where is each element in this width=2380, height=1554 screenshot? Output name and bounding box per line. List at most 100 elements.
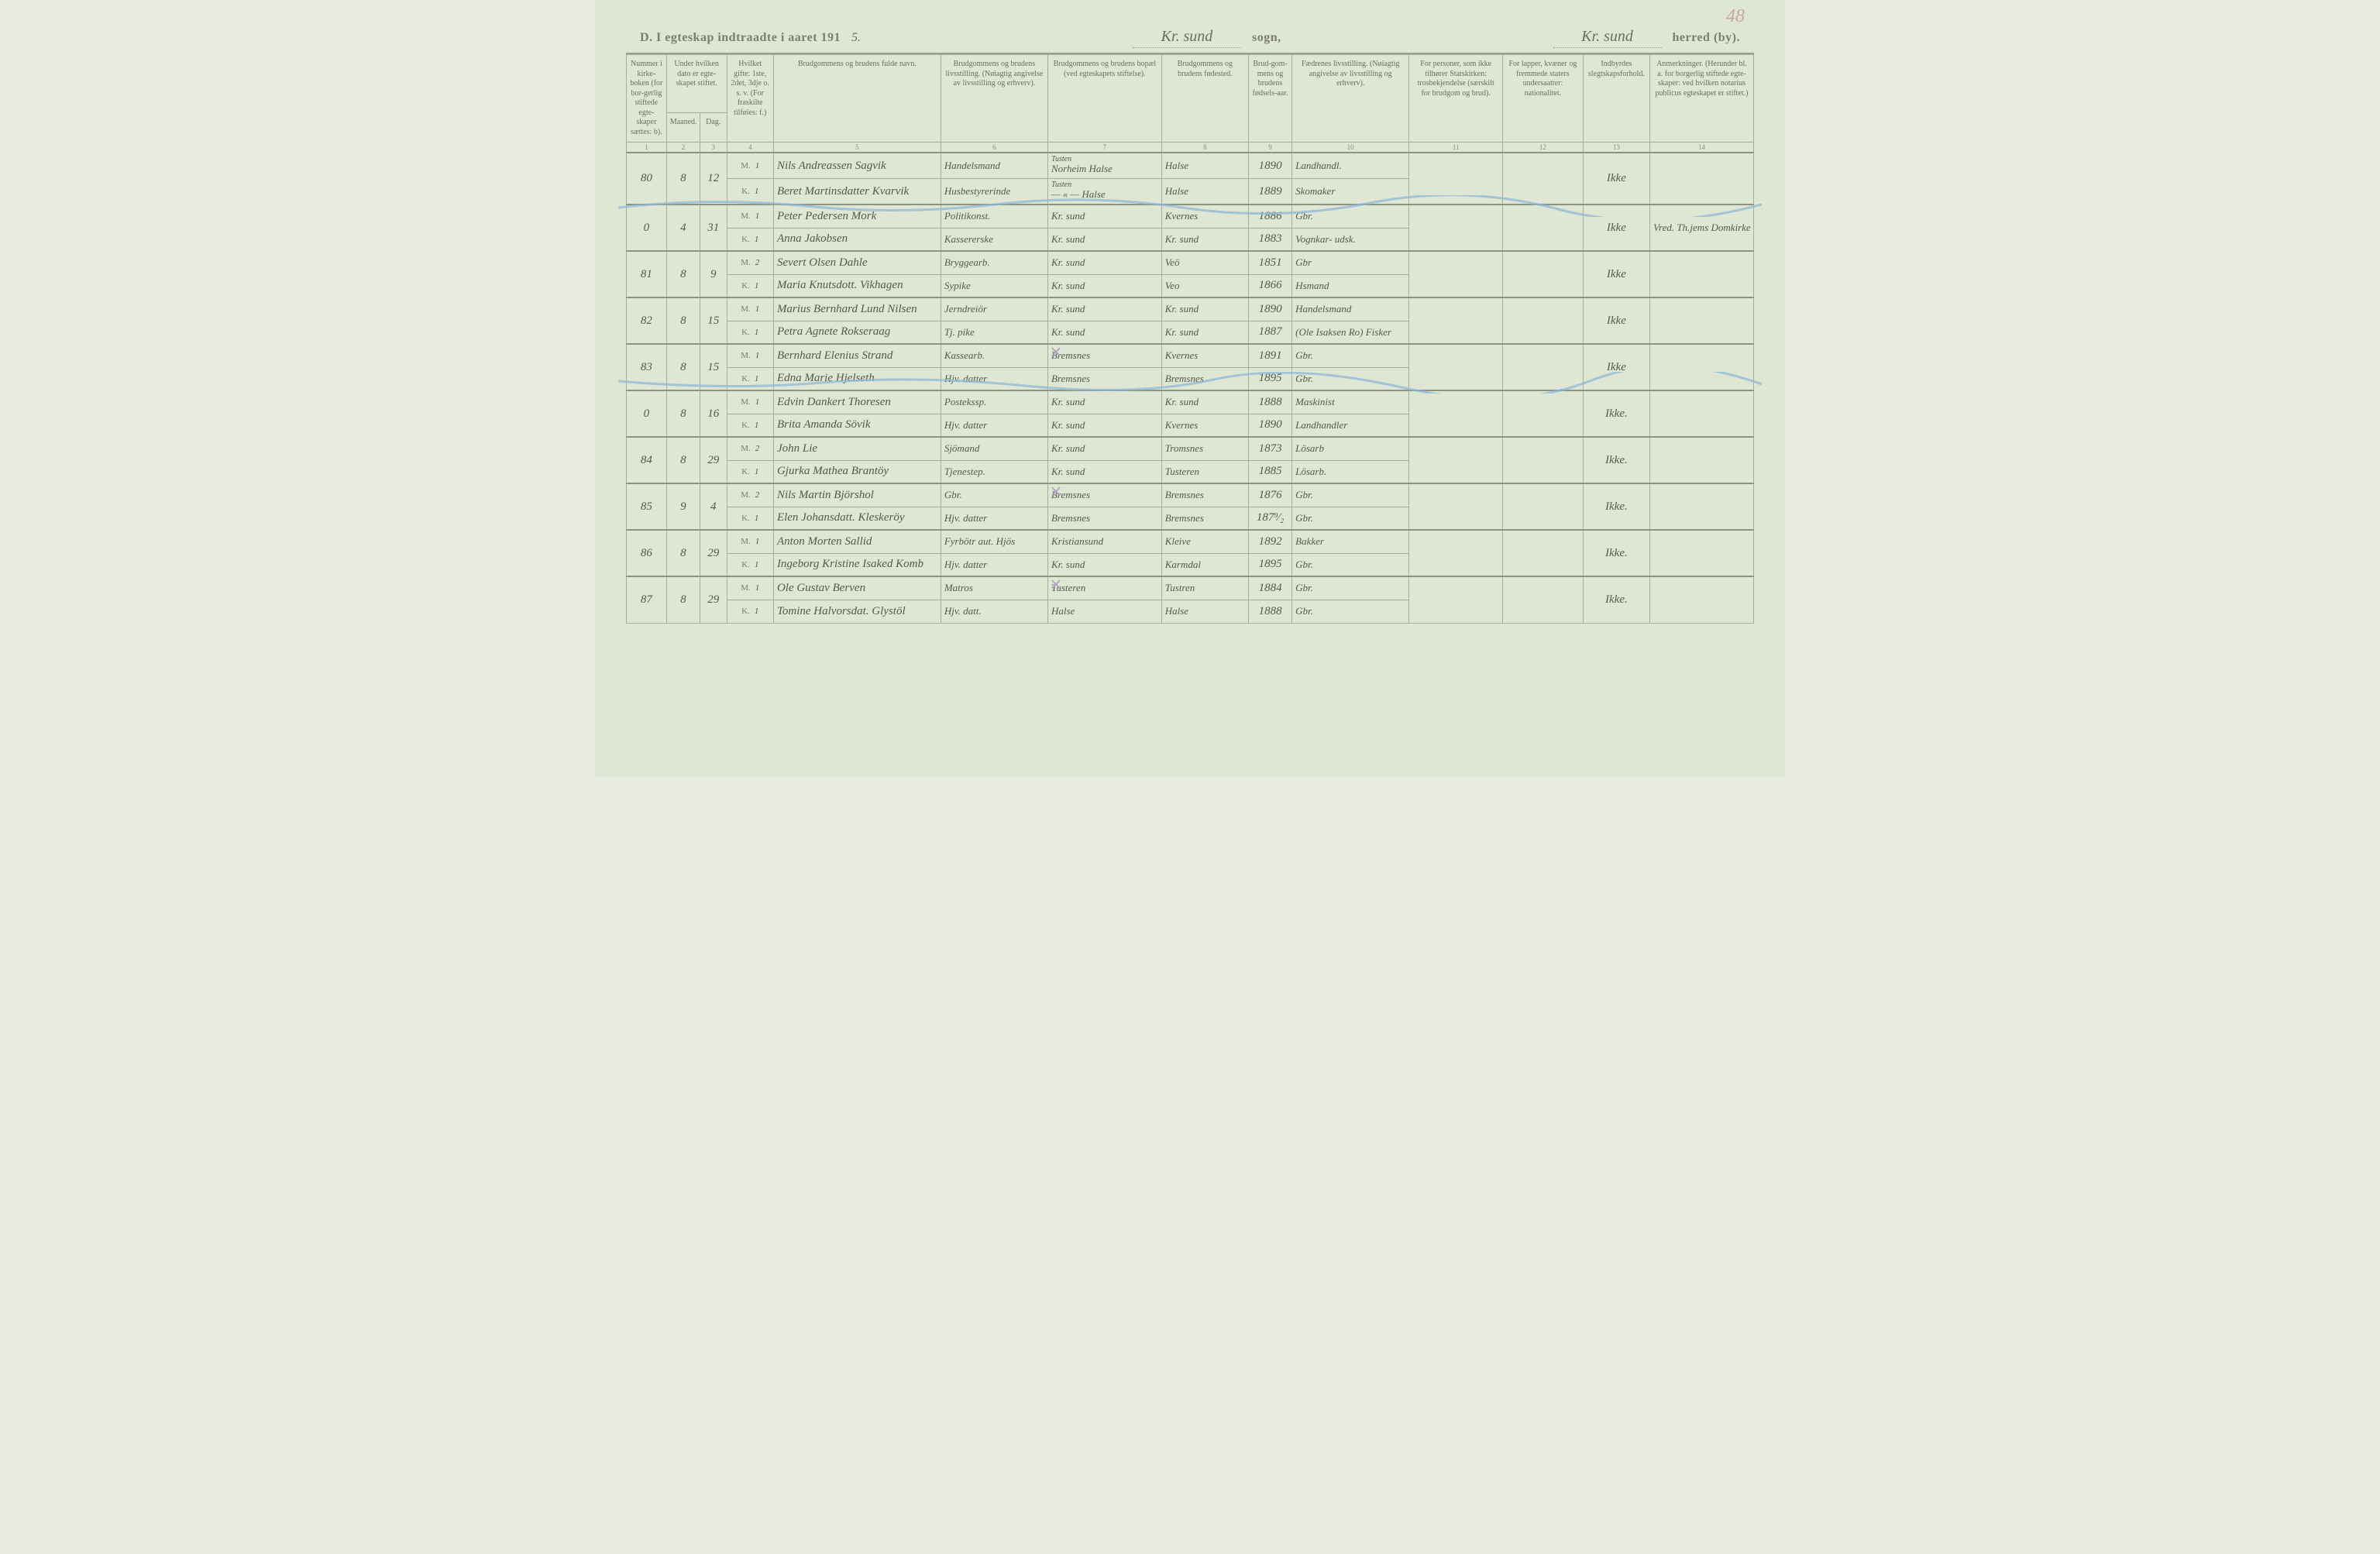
colnum: 6 — [941, 143, 1047, 153]
name: Maria Knutsdott. Vikhagen — [773, 274, 941, 297]
day: 16 — [700, 390, 727, 437]
remarks — [1650, 530, 1754, 576]
occupation: Politikonst. — [941, 205, 1047, 228]
table-row: 8189M.2Severt Olsen DahleBryggearb.Kr. s… — [627, 251, 1754, 274]
father-occ: Lösarb — [1292, 437, 1409, 460]
table-row: 0431M.1Peter Pedersen MorkPolitikonst.Kr… — [627, 205, 1754, 228]
entry-number: 85 — [627, 483, 667, 530]
birthplace: Kleive — [1161, 530, 1248, 553]
father-occ: Gbr. — [1292, 483, 1409, 507]
residence: Halse — [1047, 600, 1161, 623]
confession — [1409, 576, 1503, 623]
colnum: 2 — [666, 143, 700, 153]
birthplace: Veö — [1161, 251, 1248, 274]
birthplace: Kvernes — [1161, 205, 1248, 228]
relationship: Ikke. — [1583, 530, 1649, 576]
residence: Kristiansund — [1047, 530, 1161, 553]
nationality — [1503, 297, 1584, 344]
birthplace: Tustren — [1161, 576, 1248, 600]
colnum: 3 — [700, 143, 727, 153]
day: 29 — [700, 576, 727, 623]
colnum: 11 — [1409, 143, 1503, 153]
col-header: For lapper, kvæner og fremmede staters u… — [1503, 55, 1584, 143]
name: Petra Agnete Rokseraag — [773, 321, 941, 344]
residence: Kr. sund — [1047, 297, 1161, 321]
nationality — [1503, 390, 1584, 437]
colnum: 9 — [1249, 143, 1292, 153]
father-occ: Gbr. — [1292, 576, 1409, 600]
colnum: 13 — [1583, 143, 1649, 153]
table-row: 8594M.2Nils Martin BjörsholGbr.BremsnesB… — [627, 483, 1754, 507]
day: 29 — [700, 437, 727, 483]
mk-gifte: M.2 — [727, 251, 773, 274]
name: John Lie — [773, 437, 941, 460]
remarks: Vred. Th.jems Domkirke — [1650, 205, 1754, 251]
remarks — [1650, 251, 1754, 297]
confession — [1409, 483, 1503, 530]
colnum: 12 — [1503, 143, 1584, 153]
residence: Bremsnes — [1047, 367, 1161, 390]
table-row: 82815M.1Marius Bernhard Lund NilsenJernd… — [627, 297, 1754, 321]
confession — [1409, 297, 1503, 344]
father-occ: Gbr — [1292, 251, 1409, 274]
confession — [1409, 530, 1503, 576]
father-occ: Gbr. — [1292, 367, 1409, 390]
occupation: Sypike — [941, 274, 1047, 297]
birthyear: 1890 — [1249, 153, 1292, 179]
residence: Kr. sund — [1047, 460, 1161, 483]
sogn-label: sogn, — [1252, 31, 1281, 45]
occupation: Gbr. — [941, 483, 1047, 507]
birthplace: Bremsnes — [1161, 483, 1248, 507]
name: Ingeborg Kristine Isaked Komb — [773, 553, 941, 576]
birthplace: Tromsnes — [1161, 437, 1248, 460]
residence: TustenNorheim Halse — [1047, 153, 1161, 179]
day: 15 — [700, 297, 727, 344]
colnum: 5 — [773, 143, 941, 153]
mk-gifte: K.1 — [727, 460, 773, 483]
birthyear: 187⁹⁄₂ — [1249, 507, 1292, 530]
relationship: Ikke — [1583, 205, 1649, 251]
nationality — [1503, 344, 1584, 390]
occupation: Sjömand — [941, 437, 1047, 460]
birthyear: 1876 — [1249, 483, 1292, 507]
table-head: Nummer i kirke-boken (for bor-gerlig sti… — [627, 55, 1754, 153]
table-row: 87829M.1Ole Gustav BervenMatrosTusterenT… — [627, 576, 1754, 600]
table-row: 0816M.1Edvin Dankert ThoresenPostekssp.K… — [627, 390, 1754, 414]
remarks — [1650, 344, 1754, 390]
day: 9 — [700, 251, 727, 297]
father-occ: Handelsmand — [1292, 297, 1409, 321]
month: 8 — [666, 297, 700, 344]
father-occ: Vognkar- udsk. — [1292, 228, 1409, 251]
father-occ: Gbr. — [1292, 205, 1409, 228]
col-header: Indbyrdes slegtskapsforhold. — [1583, 55, 1649, 143]
table-row: 84829M.2John LieSjömandKr. sundTromsnes1… — [627, 437, 1754, 460]
father-occ: Landhandler — [1292, 414, 1409, 437]
remarks — [1650, 153, 1754, 205]
relationship: Ikke. — [1583, 437, 1649, 483]
birthyear: 1866 — [1249, 274, 1292, 297]
birthyear: 1884 — [1249, 576, 1292, 600]
confession — [1409, 437, 1503, 483]
mk-gifte: M.1 — [727, 344, 773, 367]
month: 8 — [666, 153, 700, 205]
birthplace: Halse — [1161, 179, 1248, 205]
title-year-suffix: 5. — [851, 31, 861, 45]
birthplace: Bremsnes — [1161, 367, 1248, 390]
entry-number: 0 — [627, 205, 667, 251]
name: Severt Olsen Dahle — [773, 251, 941, 274]
mk-gifte: M.1 — [727, 390, 773, 414]
relationship: Ikke — [1583, 344, 1649, 390]
name: Bernhard Elenius Strand — [773, 344, 941, 367]
birthplace: Kr. sund — [1161, 321, 1248, 344]
residence: Kr. sund — [1047, 274, 1161, 297]
relationship: Ikke — [1583, 153, 1649, 205]
occupation: Husbestyrerinde — [941, 179, 1047, 205]
birthplace: Veo — [1161, 274, 1248, 297]
entry-number: 82 — [627, 297, 667, 344]
mk-gifte: K.1 — [727, 414, 773, 437]
colnum: 1 — [627, 143, 667, 153]
mk-gifte: K.1 — [727, 367, 773, 390]
entry-number: 80 — [627, 153, 667, 205]
birthplace: Karmdal — [1161, 553, 1248, 576]
day: 29 — [700, 530, 727, 576]
